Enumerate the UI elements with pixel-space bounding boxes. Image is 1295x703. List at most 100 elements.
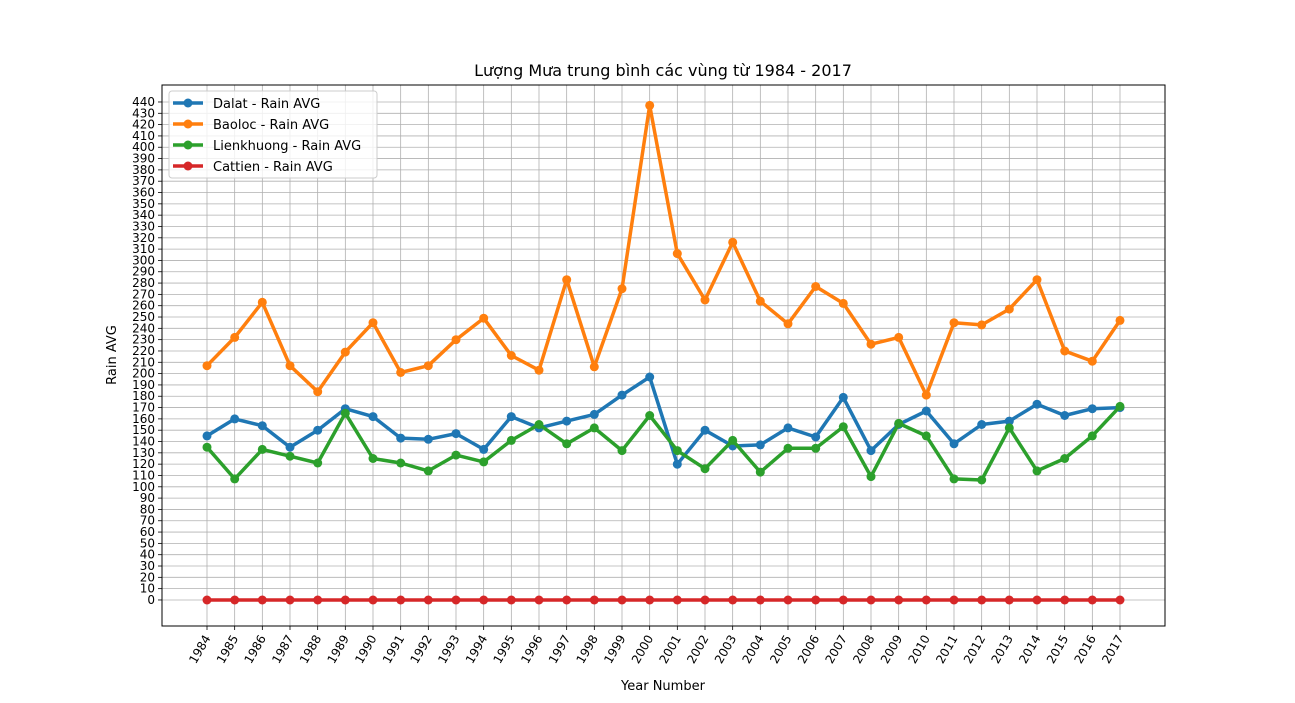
y-tick-label: 210 bbox=[132, 355, 155, 369]
data-point bbox=[396, 458, 406, 468]
data-point bbox=[700, 595, 710, 605]
grid-lines bbox=[162, 85, 1165, 626]
data-point bbox=[1004, 416, 1014, 426]
data-point bbox=[589, 409, 599, 419]
data-point bbox=[1115, 315, 1125, 325]
data-point bbox=[894, 595, 904, 605]
y-tick-label: 430 bbox=[132, 106, 155, 120]
chart-title: Lượng Mưa trung bình các vùng từ 1984 - … bbox=[474, 61, 852, 80]
data-point bbox=[257, 595, 267, 605]
y-axis-ticks: 0102030405060708090100110120130140150160… bbox=[132, 95, 162, 607]
data-point bbox=[949, 595, 959, 605]
data-point bbox=[977, 320, 987, 330]
y-tick-label: 160 bbox=[132, 412, 155, 426]
data-point bbox=[755, 467, 765, 477]
data-point bbox=[1060, 346, 1070, 356]
y-tick-label: 150 bbox=[132, 423, 155, 437]
data-point bbox=[1087, 595, 1097, 605]
y-tick-label: 70 bbox=[140, 514, 155, 528]
legend-marker bbox=[183, 161, 193, 171]
data-point bbox=[783, 423, 793, 433]
data-point bbox=[921, 390, 931, 400]
data-point bbox=[1087, 356, 1097, 366]
series-line bbox=[205, 404, 1122, 482]
data-point bbox=[340, 595, 350, 605]
data-point bbox=[451, 335, 461, 345]
data-point bbox=[423, 361, 433, 371]
legend-label: Dalat - Rain AVG bbox=[213, 97, 320, 112]
data-point bbox=[589, 595, 599, 605]
series bbox=[202, 401, 1125, 485]
data-point bbox=[866, 446, 876, 456]
data-point bbox=[396, 433, 406, 443]
data-point bbox=[1087, 404, 1097, 414]
y-tick-label: 100 bbox=[132, 480, 155, 494]
data-point bbox=[202, 595, 212, 605]
data-point bbox=[423, 434, 433, 444]
data-point bbox=[1060, 411, 1070, 420]
data-point bbox=[645, 372, 655, 382]
data-point bbox=[396, 368, 406, 377]
y-tick-label: 370 bbox=[132, 174, 155, 188]
data-point bbox=[506, 595, 516, 605]
data-point bbox=[423, 466, 433, 476]
data-point bbox=[562, 416, 572, 426]
data-point bbox=[589, 362, 599, 372]
data-point bbox=[672, 459, 682, 469]
series-group bbox=[202, 100, 1125, 605]
data-point bbox=[617, 390, 627, 400]
data-point bbox=[479, 313, 489, 323]
y-tick-label: 300 bbox=[132, 253, 155, 267]
y-tick-label: 40 bbox=[140, 548, 155, 562]
y-tick-label: 220 bbox=[132, 344, 155, 358]
series-line bbox=[205, 103, 1122, 397]
data-point bbox=[672, 595, 682, 605]
y-tick-label: 250 bbox=[132, 310, 155, 324]
data-point bbox=[783, 319, 793, 329]
data-point bbox=[700, 295, 710, 305]
legend-label: Cattien - Rain AVG bbox=[213, 160, 333, 175]
y-tick-label: 270 bbox=[132, 287, 155, 301]
data-point bbox=[230, 332, 240, 342]
data-point bbox=[977, 595, 987, 605]
data-point bbox=[728, 237, 738, 247]
data-point bbox=[921, 431, 931, 441]
data-point bbox=[894, 418, 904, 428]
legend: Dalat - Rain AVG Baoloc - Rain AVG Lienkhu… bbox=[168, 90, 378, 179]
data-point bbox=[202, 361, 212, 371]
data-point bbox=[534, 595, 544, 605]
data-point bbox=[230, 414, 240, 424]
data-point bbox=[977, 475, 987, 485]
data-point bbox=[1115, 595, 1125, 605]
data-point bbox=[285, 451, 295, 461]
data-point bbox=[451, 595, 461, 605]
data-point bbox=[755, 296, 765, 306]
series bbox=[202, 595, 1125, 605]
data-point bbox=[562, 275, 572, 285]
y-tick-label: 140 bbox=[132, 435, 155, 449]
y-tick-label: 380 bbox=[132, 163, 155, 177]
legend-label: Baoloc - Rain AVG bbox=[213, 118, 329, 133]
data-point bbox=[1060, 454, 1070, 463]
data-point bbox=[838, 422, 848, 432]
y-tick-label: 290 bbox=[132, 265, 155, 279]
y-tick-label: 60 bbox=[140, 525, 155, 539]
data-point bbox=[230, 595, 240, 605]
data-point bbox=[230, 474, 240, 484]
data-point bbox=[811, 595, 821, 605]
data-point bbox=[728, 595, 738, 605]
data-point bbox=[866, 339, 876, 349]
data-point bbox=[921, 595, 931, 605]
data-point bbox=[866, 595, 876, 605]
data-point bbox=[368, 595, 378, 605]
data-point bbox=[396, 595, 406, 605]
data-point bbox=[949, 318, 959, 328]
y-tick-label: 320 bbox=[132, 231, 155, 245]
data-point bbox=[313, 425, 323, 435]
data-point bbox=[1004, 595, 1014, 605]
data-point bbox=[617, 595, 627, 605]
data-point bbox=[368, 454, 378, 463]
data-point bbox=[285, 361, 295, 371]
data-point bbox=[672, 249, 682, 259]
